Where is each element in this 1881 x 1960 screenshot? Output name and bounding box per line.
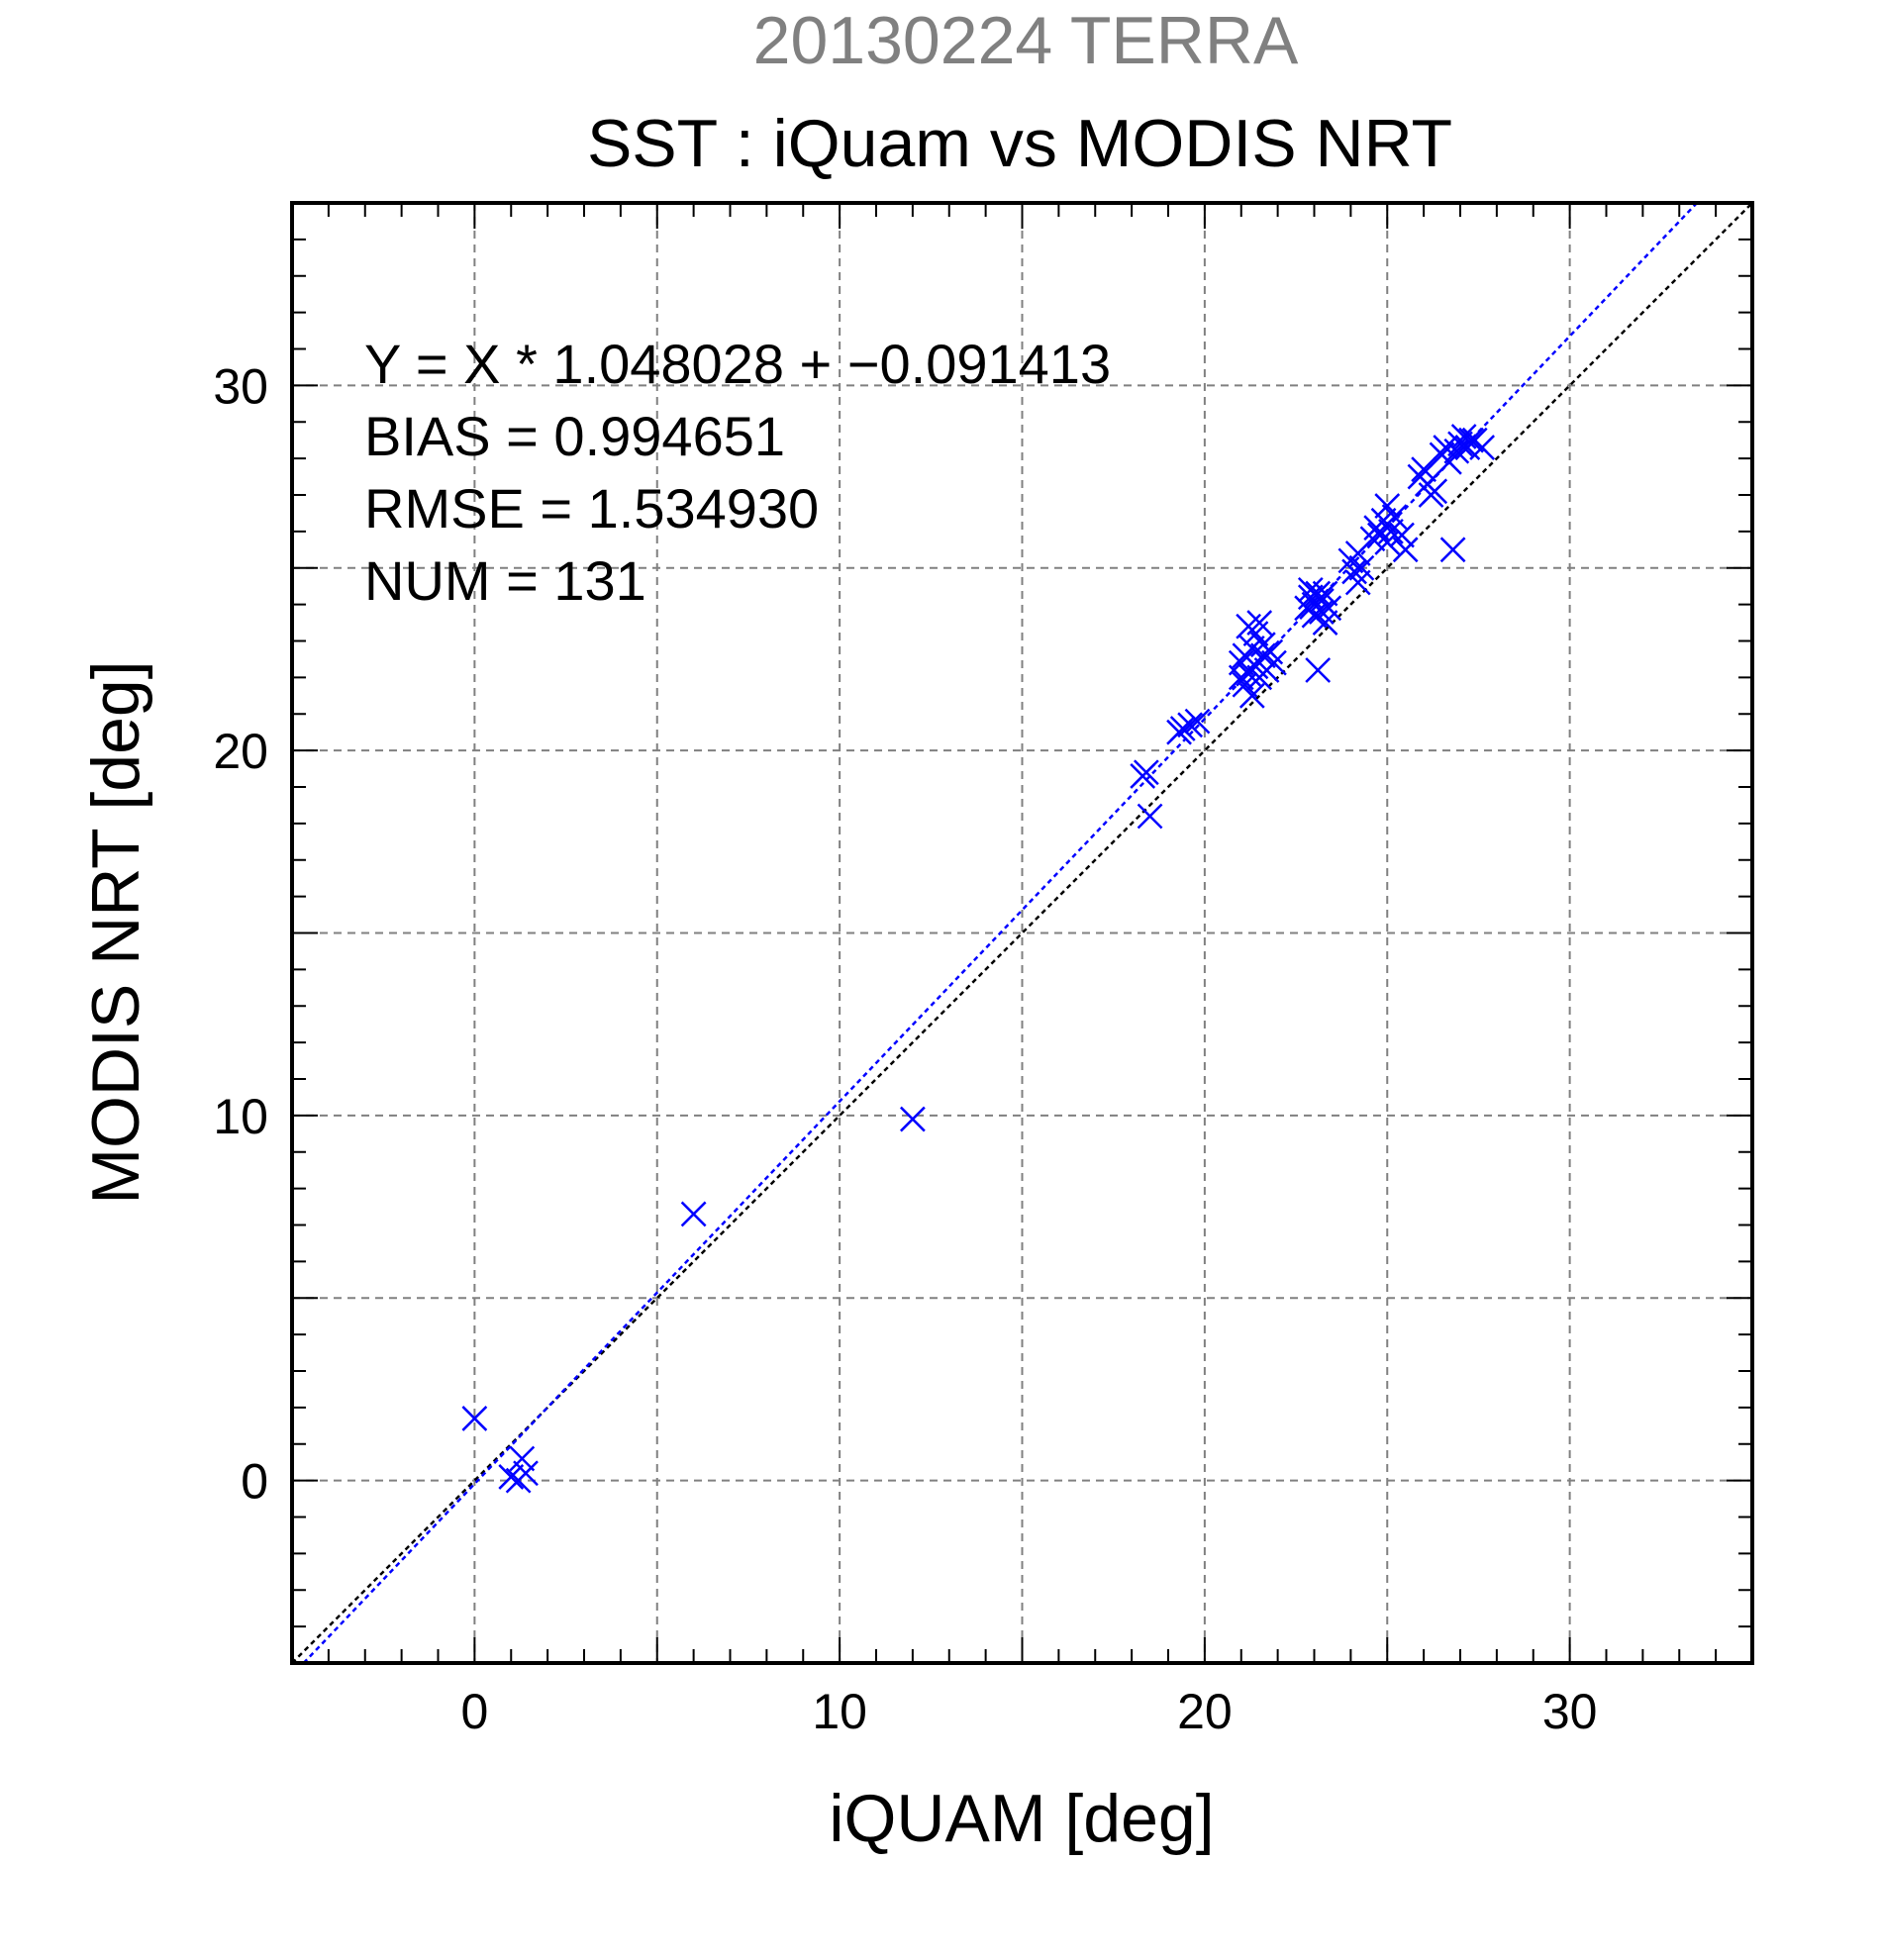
chart-supertitle: 20130224 TERRA [753, 3, 1299, 78]
data-point-stroke [509, 1445, 536, 1472]
data-point [509, 1445, 536, 1472]
data-point-stroke [1257, 638, 1284, 665]
data-point-stroke [1133, 759, 1159, 786]
data-point [1411, 456, 1437, 483]
data-point-stroke [1422, 478, 1448, 505]
data-point [1344, 569, 1371, 596]
data-point-stroke [1439, 537, 1466, 563]
data-point-stroke [1308, 599, 1335, 625]
data-point [1246, 610, 1273, 636]
data-point [1184, 708, 1211, 735]
y-tick-label: 10 [213, 1089, 268, 1144]
x-tick-label: 0 [460, 1684, 488, 1739]
data-point [461, 1406, 488, 1431]
data-point [1381, 504, 1408, 531]
data-points [461, 424, 1496, 1494]
data-point [1137, 803, 1163, 830]
data-point [1316, 595, 1342, 622]
data-point [1249, 642, 1276, 669]
y-tick-label: 0 [241, 1454, 268, 1510]
data-point-stroke [1344, 569, 1371, 596]
data-point [513, 1460, 539, 1487]
data-point-stroke [1312, 580, 1338, 607]
data-point [680, 1201, 707, 1227]
data-point-stroke [1305, 657, 1332, 683]
data-point [899, 1106, 926, 1132]
data-point [1228, 649, 1254, 676]
data-point-stroke [1392, 537, 1419, 563]
plot-frame [290, 201, 1754, 1665]
data-point-stroke [498, 1464, 525, 1490]
y-tick-label: 30 [213, 358, 268, 414]
x-tick-labels: 0 10 20 30 [460, 1684, 1597, 1739]
data-point [1439, 537, 1466, 563]
data-point-stroke [1469, 435, 1496, 460]
data-point-stroke [1374, 493, 1401, 519]
data-point-stroke [461, 1406, 488, 1431]
stats-box: Y = X * 1.048028 + −0.091413 BIAS = 0.99… [364, 333, 1111, 612]
data-point-stroke [1458, 427, 1484, 453]
data-point-stroke [1411, 456, 1437, 483]
data-point-stroke [1169, 716, 1196, 741]
data-point-stroke [680, 1201, 707, 1227]
data-point [1389, 522, 1415, 548]
data-point-stroke [1249, 642, 1276, 669]
data-point [498, 1464, 525, 1490]
data-point [1312, 580, 1338, 607]
data-point-stroke [1261, 649, 1287, 676]
y-tick-label: 20 [213, 724, 268, 779]
data-point-stroke [1246, 610, 1273, 636]
rmse-stat: RMSE = 1.534930 [364, 477, 819, 539]
data-point-stroke [1450, 424, 1477, 449]
data-point-stroke [1184, 708, 1211, 735]
data-point [1238, 682, 1265, 709]
data-point-stroke [1228, 649, 1254, 676]
data-point-stroke [1433, 435, 1459, 460]
data-point [1133, 759, 1159, 786]
data-point [1169, 716, 1196, 741]
data-point [1469, 435, 1496, 460]
data-point-stroke [1137, 803, 1163, 830]
data-point-stroke [1436, 448, 1462, 475]
grid-lines [292, 203, 1752, 1663]
data-point [1305, 657, 1332, 683]
data-point [1312, 610, 1338, 636]
data-point [1436, 448, 1462, 475]
data-point [1422, 478, 1448, 505]
data-point-stroke [1177, 712, 1204, 738]
data-point-stroke [1238, 682, 1265, 709]
data-point [1392, 537, 1419, 563]
fit-line [302, 202, 1698, 1664]
bias-stat: BIAS = 0.994651 [364, 405, 785, 467]
data-point-stroke [1381, 504, 1408, 531]
identity-line [291, 202, 1753, 1664]
chart-title: SST : iQuam vs MODIS NRT [587, 106, 1452, 181]
data-point [1374, 493, 1401, 519]
fit-equation: Y = X * 1.048028 + −0.091413 [364, 333, 1111, 395]
data-point-stroke [1341, 558, 1367, 585]
data-point [1261, 649, 1287, 676]
x-tick-label: 20 [1177, 1684, 1233, 1739]
x-tick-label: 30 [1542, 1684, 1598, 1739]
data-point-stroke [1312, 610, 1338, 636]
data-point-stroke [899, 1106, 926, 1132]
data-point-stroke [1389, 522, 1415, 548]
data-point-stroke [1378, 518, 1404, 544]
data-point [1458, 427, 1484, 453]
data-point-stroke [513, 1460, 539, 1487]
data-point-stroke [1301, 602, 1328, 629]
y-axis-label: MODIS NRT [deg] [78, 660, 153, 1204]
data-point [1177, 712, 1204, 738]
x-tick-label: 10 [812, 1684, 867, 1739]
data-point-stroke [1316, 595, 1342, 622]
x-axis-label: iQUAM [deg] [829, 1781, 1214, 1856]
data-point [1301, 602, 1328, 629]
data-point [1348, 554, 1375, 581]
data-point-stroke [1348, 554, 1375, 581]
y-tick-labels: 0 10 20 30 [213, 358, 268, 1509]
num-stat: NUM = 131 [364, 549, 646, 612]
reference-lines [291, 202, 1753, 1664]
